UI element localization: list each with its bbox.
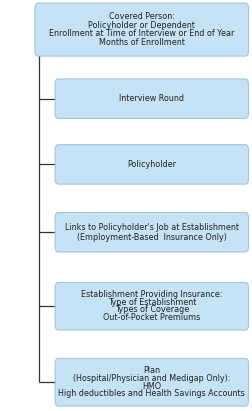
Text: Policyholder or Dependent: Policyholder or Dependent [88,21,194,30]
Text: Links to Policyholder's Job at Establishment: Links to Policyholder's Job at Establish… [65,223,238,232]
FancyBboxPatch shape [35,3,247,56]
FancyBboxPatch shape [55,212,247,252]
FancyBboxPatch shape [55,282,247,330]
Text: Out-of-Pocket Premiums: Out-of-Pocket Premiums [103,313,200,322]
Text: Covered Person:: Covered Person: [108,12,174,21]
Text: (Employment-Based  Insurance Only): (Employment-Based Insurance Only) [77,233,226,242]
Text: Enrollment at Time of Interview or End of Year: Enrollment at Time of Interview or End o… [49,30,233,38]
Text: Policyholder: Policyholder [127,160,176,169]
Text: Establishment Providing Insurance:: Establishment Providing Insurance: [81,290,222,299]
FancyBboxPatch shape [55,145,247,184]
Text: Months of Enrollment: Months of Enrollment [98,38,184,47]
Text: Plan: Plan [143,366,160,375]
FancyBboxPatch shape [55,79,247,118]
FancyBboxPatch shape [55,358,247,406]
Text: (Hospital/Physician and Medigap Only):: (Hospital/Physician and Medigap Only): [73,374,230,383]
Text: Type of Establishment: Type of Establishment [107,298,195,307]
Text: Types of Coverage: Types of Coverage [114,305,188,314]
Text: High deductibles and Health Savings Accounts: High deductibles and Health Savings Acco… [58,389,244,398]
Text: HMO: HMO [142,381,161,390]
Text: Interview Round: Interview Round [119,94,183,103]
